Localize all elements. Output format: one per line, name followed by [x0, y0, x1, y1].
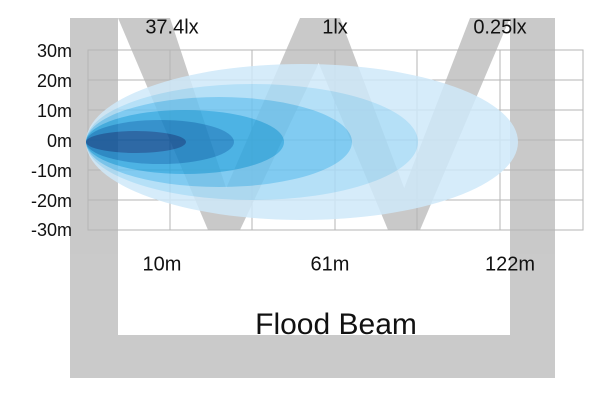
y-axis-label: 0m [47, 131, 72, 151]
illuminance-label: 1lx [322, 16, 348, 38]
distance-label: 122m [485, 253, 535, 275]
y-axis-label: 30m [37, 41, 72, 61]
distance-label: 61m [311, 253, 350, 275]
y-axis-label: -10m [31, 161, 72, 181]
title: Flood Beam [255, 308, 417, 341]
distance-label: 10m [143, 253, 182, 275]
y-axis-label: -30m [31, 220, 72, 240]
y-axis-label: 20m [37, 71, 72, 91]
y-axis-label: 10m [37, 101, 72, 121]
beam-pattern [86, 64, 518, 220]
y-axis-label: -20m [31, 191, 72, 211]
illuminance-label: 0.25lx [473, 16, 526, 38]
illuminance-label: 37.4lx [145, 16, 198, 38]
